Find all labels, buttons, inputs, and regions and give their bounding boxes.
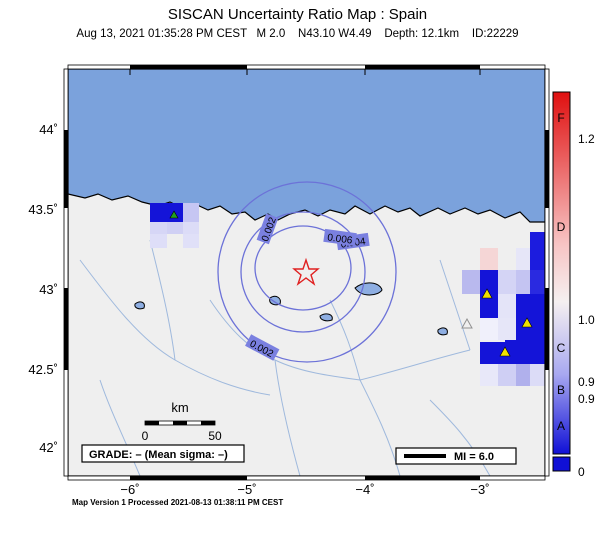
lon-tick-label: −3˚ (470, 482, 489, 497)
frame-border (63, 64, 550, 481)
reservoirs (134, 282, 448, 336)
graticule (129, 69, 481, 75)
station-triangle (499, 346, 511, 357)
processed-note: Map Version 1 Processed 2021-08-13 01:38… (72, 498, 284, 507)
lon-tick-label: −6˚ (120, 482, 139, 497)
longitude-labels: −6˚ −5˚ −4˚ −3˚ (120, 482, 489, 497)
scale-title: km (171, 400, 188, 415)
lat-tick-label: 43.5˚ (28, 202, 58, 217)
colorbar-value: 0.9 (578, 392, 595, 406)
lat-tick-label: 44˚ (39, 122, 58, 137)
lat-tick-label: 42˚ (39, 440, 58, 455)
colorbar-letter: C (557, 341, 566, 355)
ocean-area (68, 69, 545, 222)
uncertainty-cells (150, 203, 545, 386)
mi-legend-box: MI = 6.0 (395, 447, 517, 465)
colorbar-letter: B (557, 383, 565, 397)
event-info: Aug 13, 2021 01:35:28 PM CEST M 2.0 N43.… (76, 28, 519, 40)
grade-box: GRADE: – (Mean sigma: –) (81, 444, 245, 463)
colorbar-letter: A (557, 419, 565, 433)
scale-label: 0 (142, 429, 149, 443)
uncertainty-contours (217, 181, 397, 363)
colorbar-value: 0.9 (578, 375, 595, 389)
station-triangle (521, 317, 533, 328)
stations (169, 210, 533, 357)
epicenter-star (292, 257, 320, 286)
contour-label: 0.006 (327, 232, 354, 246)
scale-label: 50 (208, 429, 222, 443)
contour-label-group: 0.002 0.004 0.006 0.002 (245, 213, 370, 361)
mi-text: MI = 6.0 (454, 451, 494, 463)
colorbar-value: 0 (578, 465, 585, 479)
colorbar: F D C B A 1.2 1.0 0.9 0.9 0 (552, 91, 595, 479)
lon-tick-label: −4˚ (355, 482, 374, 497)
colorbar-value: 1.2 (578, 132, 595, 146)
grade-text: GRADE: – (Mean sigma: –) (89, 449, 228, 461)
lat-tick-label: 42.5˚ (28, 362, 58, 377)
lat-tick-label: 43˚ (39, 282, 58, 297)
station-triangle (481, 288, 493, 299)
map-title: SISCAN Uncertainty Ratio Map : Spain (167, 6, 428, 23)
colorbar-letter: D (557, 220, 566, 234)
latitude-labels: 42˚ 42.5˚ 43˚ 43.5˚ 44˚ (28, 122, 58, 455)
station-triangle (169, 210, 179, 219)
station-triangle (461, 317, 473, 329)
rivers (79, 239, 491, 476)
colorbar-value: 1.0 (578, 313, 595, 327)
colorbar-letter: F (557, 111, 564, 125)
scale-bar: km 0 50 (142, 400, 222, 443)
lon-tick-label: −5˚ (237, 482, 256, 497)
